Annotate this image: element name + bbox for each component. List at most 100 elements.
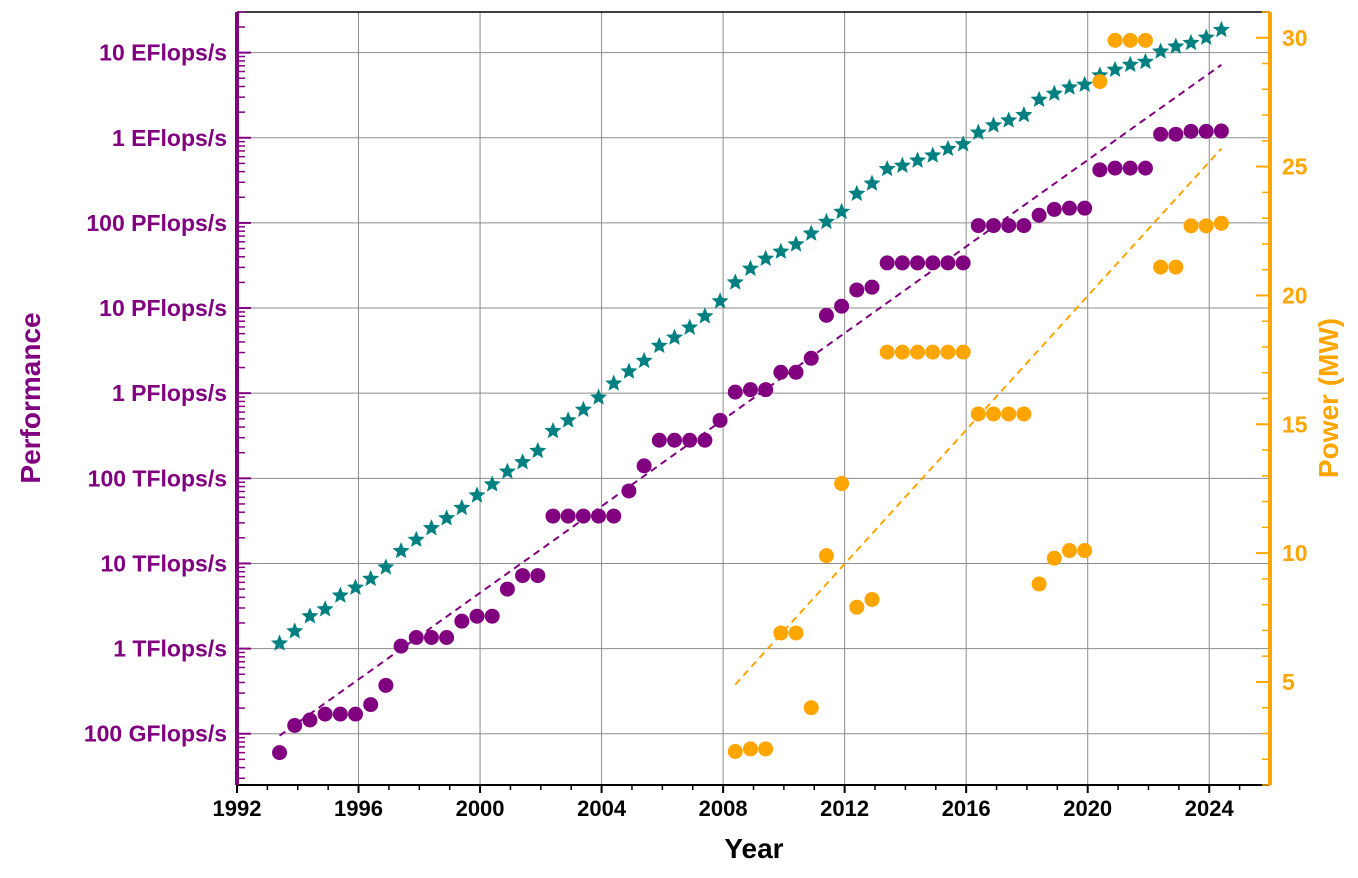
- performance-marker: [1077, 200, 1093, 216]
- star-marker: [1060, 78, 1079, 95]
- performance-marker: [1153, 126, 1169, 142]
- performance-marker: [879, 255, 895, 271]
- performance-marker: [742, 382, 758, 398]
- power-marker: [834, 476, 850, 492]
- star-marker: [681, 318, 699, 335]
- performance-marker: [925, 255, 941, 271]
- star-marker: [270, 634, 289, 651]
- star-marker: [589, 388, 608, 405]
- performance-marker: [986, 218, 1002, 234]
- performance-marker: [499, 581, 515, 597]
- performance-marker: [1016, 218, 1032, 234]
- star-marker: [1030, 90, 1048, 107]
- y-right-tick-label: 10: [1282, 540, 1308, 566]
- power-marker: [955, 344, 971, 360]
- power-marker: [1122, 32, 1138, 48]
- star-marker: [438, 509, 456, 526]
- y-left-tick-label: 1 TFlops/s: [113, 636, 227, 662]
- performance-marker: [1122, 160, 1138, 176]
- star-marker: [574, 400, 592, 417]
- star-marker: [833, 202, 851, 220]
- x-tick-label: 1992: [213, 796, 262, 821]
- performance-marker: [697, 432, 713, 448]
- x-tick-label: 1996: [334, 796, 383, 821]
- power-marker: [1198, 218, 1214, 234]
- star-marker: [863, 174, 881, 191]
- performance-marker: [803, 350, 819, 366]
- star-marker: [665, 328, 684, 345]
- power-marker: [864, 591, 880, 607]
- performance-marker: [439, 630, 455, 646]
- performance-marker: [788, 364, 804, 380]
- star-marker: [924, 146, 942, 163]
- performance-marker: [575, 508, 591, 524]
- performance-marker: [1213, 123, 1229, 139]
- x-tick-label: 2012: [820, 796, 869, 821]
- star-marker: [984, 116, 1003, 133]
- performance-marker: [454, 613, 470, 629]
- y-right-tick-label: 5: [1282, 669, 1295, 695]
- performance-marker: [636, 458, 652, 474]
- power-marker: [849, 599, 865, 615]
- star-marker: [559, 411, 577, 428]
- star-marker: [392, 542, 410, 559]
- x-axis-title: Year: [724, 833, 783, 864]
- performance-marker: [515, 568, 531, 584]
- power-marker: [1168, 259, 1184, 275]
- performance-marker: [970, 218, 986, 234]
- star-marker: [346, 578, 365, 595]
- star-marker: [772, 242, 790, 259]
- performance-marker: [1183, 123, 1199, 139]
- power-marker: [742, 741, 758, 757]
- star-marker: [1076, 75, 1094, 92]
- star-marker: [1121, 55, 1139, 73]
- x-tick-label: 2004: [577, 796, 627, 821]
- performance-marker: [1001, 218, 1017, 234]
- star-marker: [757, 249, 775, 266]
- x-tick-label: 2024: [1185, 796, 1235, 821]
- performance-marker: [378, 677, 394, 693]
- performance-marker: [347, 706, 363, 722]
- trend-line-2: [278, 63, 1222, 737]
- performance-marker: [1198, 123, 1214, 139]
- power-marker: [910, 344, 926, 360]
- star-marker: [422, 519, 441, 536]
- performance-marker: [469, 608, 485, 624]
- star-marker: [650, 336, 668, 354]
- power-marker: [940, 344, 956, 360]
- star-marker: [802, 224, 820, 241]
- performance-marker: [1031, 207, 1047, 223]
- performance-marker: [363, 697, 379, 713]
- star-marker: [1167, 37, 1185, 54]
- performance-marker: [621, 483, 637, 499]
- performance-marker: [818, 307, 834, 323]
- power-marker: [788, 625, 804, 641]
- star-marker: [377, 558, 395, 575]
- power-marker: [879, 344, 895, 360]
- performance-marker: [651, 432, 667, 448]
- performance-marker: [530, 568, 546, 584]
- star-marker: [286, 622, 304, 639]
- performance-marker: [302, 712, 318, 728]
- star-marker: [529, 441, 547, 459]
- y-right-tick-label: 20: [1282, 282, 1308, 308]
- power-marker: [727, 744, 743, 760]
- star-marker: [1136, 52, 1154, 70]
- star-marker: [468, 486, 486, 503]
- y-left-tick-label: 1 EFlops/s: [112, 125, 227, 151]
- star-marker: [605, 374, 623, 391]
- power-marker: [925, 344, 941, 360]
- performance-marker: [408, 630, 424, 646]
- star-marker: [498, 462, 516, 479]
- performance-marker: [332, 706, 348, 722]
- star-marker: [893, 156, 911, 173]
- star-marker: [1152, 42, 1170, 59]
- star-marker: [620, 362, 638, 379]
- power-marker: [1031, 576, 1047, 592]
- performance-marker: [758, 382, 774, 398]
- performance-marker: [484, 608, 500, 624]
- performance-marker: [545, 508, 561, 524]
- performance-marker: [606, 508, 622, 524]
- power-marker: [818, 548, 834, 564]
- y-axis-right-title: Power (MW): [1313, 318, 1344, 478]
